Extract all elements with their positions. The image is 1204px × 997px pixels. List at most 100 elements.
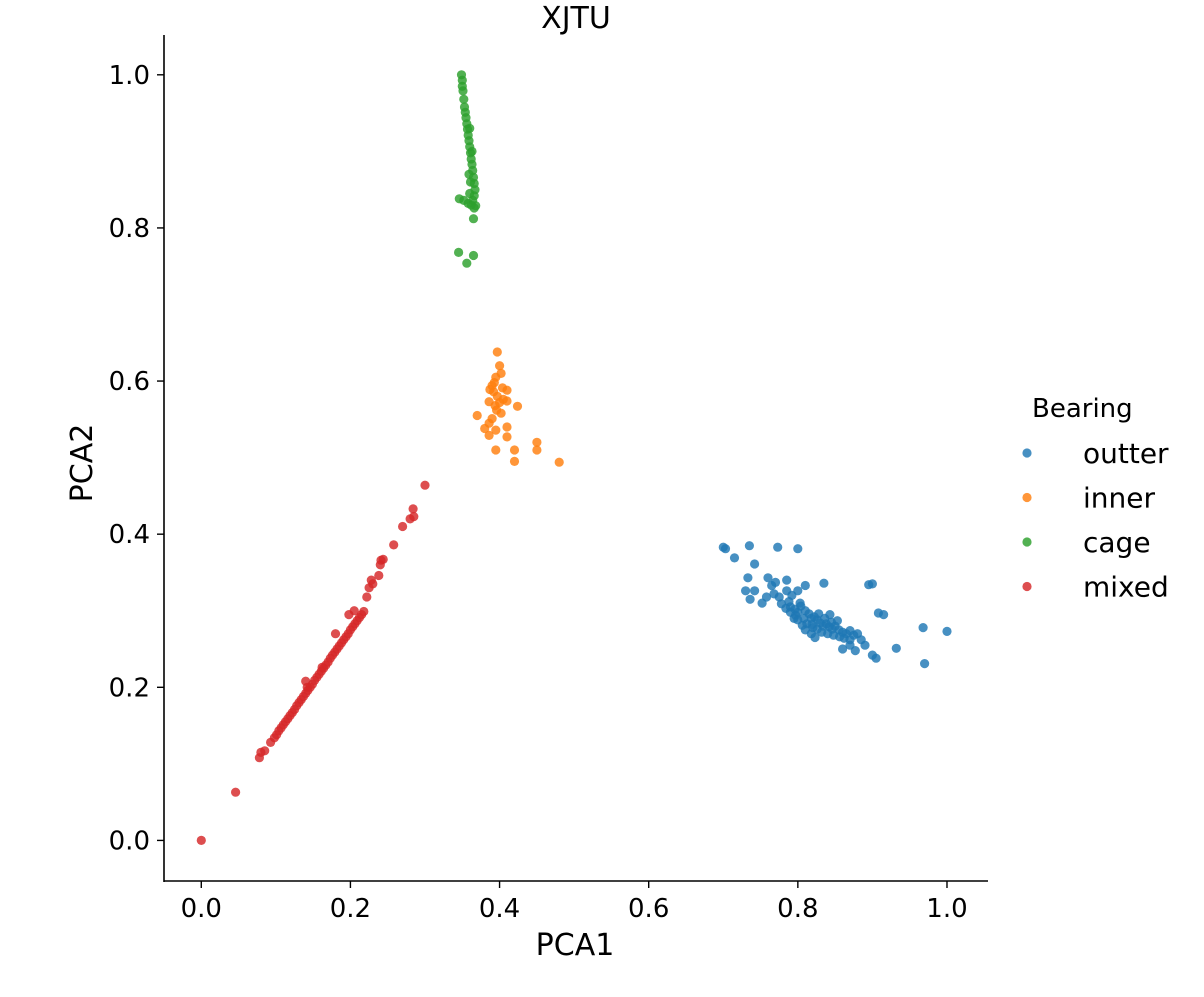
- series-mixed: [196, 480, 430, 846]
- data-point-cage: [468, 250, 479, 261]
- data-point-inner: [502, 432, 512, 442]
- data-point-mixed: [420, 480, 430, 490]
- data-point-inner: [491, 425, 501, 435]
- data-point-cage: [459, 94, 469, 104]
- data-point-outter: [741, 586, 751, 596]
- data-point-outter: [810, 632, 820, 643]
- data-point-outter: [891, 643, 901, 653]
- data-point-outter: [942, 626, 952, 637]
- data-point-mixed: [317, 662, 327, 673]
- data-point-outter: [871, 653, 881, 663]
- data-point-inner: [484, 397, 494, 407]
- data-point-outter: [918, 623, 928, 633]
- legend-marker-cage: [1022, 537, 1032, 547]
- data-point-inner: [509, 456, 520, 466]
- data-point-outter: [850, 646, 860, 656]
- legend-marker-inner: [1022, 492, 1032, 503]
- data-point-inner: [502, 422, 512, 432]
- y-tick-label: 0.0: [109, 826, 150, 856]
- data-point-inner: [480, 423, 490, 434]
- data-point-outter: [743, 573, 753, 583]
- data-point-inner: [491, 445, 501, 455]
- data-point-outter: [750, 586, 760, 596]
- data-point-inner: [502, 385, 512, 395]
- data-point-inner: [502, 396, 512, 406]
- x-ticks: 0.0 0.2 0.4 0.6 0.8 1.0: [181, 881, 968, 924]
- data-point-cage: [465, 177, 476, 187]
- data-point-outter: [920, 659, 930, 669]
- data-point-outter: [767, 580, 777, 591]
- data-point-cage: [464, 169, 474, 179]
- data-point-outter: [800, 580, 810, 591]
- data-point-mixed: [196, 835, 206, 846]
- data-point-inner: [496, 408, 506, 418]
- data-point-cage: [468, 214, 479, 224]
- data-point-outter: [819, 578, 829, 588]
- y-tick-label: 1.0: [109, 61, 150, 91]
- data-point-mixed: [344, 610, 354, 620]
- data-point-cage: [467, 146, 477, 156]
- series-outter: [718, 541, 952, 669]
- data-point-cage: [458, 86, 468, 96]
- data-point-outter: [797, 620, 807, 630]
- x-tick-label: 0.8: [777, 894, 818, 924]
- data-point-inner: [532, 445, 542, 455]
- data-point-inner: [509, 445, 520, 455]
- data-point-cage: [454, 247, 464, 257]
- x-tick-label: 1.0: [926, 894, 967, 924]
- data-point-inner: [532, 437, 542, 447]
- data-point-inner: [512, 401, 523, 411]
- data-point-mixed: [330, 629, 341, 639]
- y-tick-label: 0.8: [109, 214, 150, 244]
- data-point-outter: [720, 544, 731, 554]
- data-point-outter: [763, 573, 773, 583]
- data-point-outter: [745, 594, 755, 604]
- legend-title: Bearing: [1032, 394, 1133, 424]
- y-axis-title: PCA2: [65, 424, 100, 503]
- data-point-inner: [554, 457, 564, 467]
- points-layer: [196, 70, 952, 846]
- x-tick-label: 0.4: [479, 894, 520, 924]
- data-point-outter: [807, 619, 817, 630]
- x-tick-label: 0.6: [628, 894, 669, 924]
- data-point-cage: [462, 258, 472, 268]
- data-point-mixed: [374, 570, 384, 581]
- data-point-mixed: [260, 746, 270, 756]
- data-point-cage: [454, 194, 464, 204]
- data-point-outter: [860, 640, 870, 650]
- data-point-outter: [793, 586, 803, 596]
- data-point-mixed: [389, 540, 399, 550]
- data-point-mixed: [408, 504, 418, 514]
- data-point-mixed: [398, 521, 408, 532]
- data-point-mixed: [359, 606, 369, 617]
- data-point-inner: [472, 410, 482, 421]
- series-inner: [472, 347, 564, 467]
- data-point-mixed: [362, 592, 372, 602]
- series-cage: [454, 70, 481, 268]
- data-point-outter: [750, 559, 760, 569]
- legend-marker-outter: [1022, 448, 1032, 458]
- data-point-outter: [879, 610, 889, 620]
- x-axis-title: PCA1: [536, 928, 615, 963]
- data-point-outter: [826, 617, 837, 627]
- data-point-mixed: [231, 787, 241, 797]
- x-tick-label: 0.2: [330, 894, 371, 924]
- data-point-inner: [492, 347, 502, 357]
- data-point-outter: [789, 613, 799, 624]
- legend-label-outter: outter: [1083, 437, 1169, 470]
- y-tick-label: 0.6: [109, 367, 150, 397]
- data-point-outter: [729, 553, 740, 563]
- data-point-outter: [761, 592, 772, 602]
- legend-label-cage: cage: [1083, 526, 1151, 559]
- y-tick-label: 0.2: [109, 673, 150, 703]
- data-point-inner: [484, 430, 494, 440]
- data-point-outter: [744, 541, 755, 551]
- data-point-mixed: [366, 575, 376, 585]
- data-point-outter: [864, 580, 874, 590]
- data-point-cage: [465, 123, 475, 133]
- data-point-mixed: [302, 682, 312, 692]
- legend-label-inner: inner: [1083, 482, 1155, 515]
- data-point-outter: [820, 613, 830, 624]
- data-point-inner: [495, 361, 505, 371]
